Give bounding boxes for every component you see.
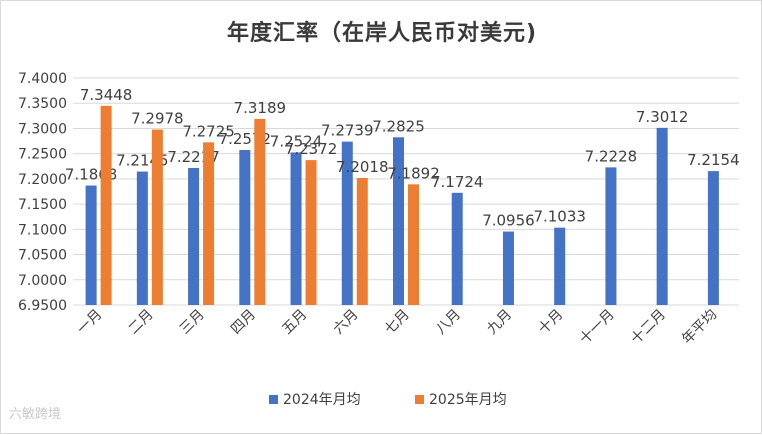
bar-2024 (393, 137, 404, 305)
data-label: 7.0956 (482, 212, 535, 230)
x-tick-label: 九月 (484, 307, 515, 338)
x-tick-label: 一月 (74, 307, 105, 338)
data-label: 7.1892 (387, 164, 440, 182)
legend-label: 2025年月均 (429, 392, 507, 408)
x-tick-label: 六月 (330, 307, 361, 338)
bar-2024 (605, 167, 617, 305)
data-label: 7.3012 (636, 108, 689, 126)
legend-label: 2024年月均 (283, 392, 361, 408)
y-tick-label: 7.3000 (18, 121, 67, 137)
x-tick-label: 三月 (177, 307, 208, 338)
y-tick-label: 7.1000 (18, 222, 67, 238)
bar-2025 (100, 105, 112, 305)
x-tick-label: 五月 (279, 307, 310, 338)
x-tick-label: 十一月 (577, 307, 618, 348)
bar-2024 (290, 152, 302, 305)
bar-2024 (451, 192, 463, 305)
data-label: 7.2228 (585, 147, 638, 165)
x-tick-label: 七月 (382, 307, 413, 338)
x-tick-label: 十二月 (628, 307, 669, 348)
x-tick-label: 年平均 (679, 307, 720, 348)
data-label: 7.2154 (687, 151, 740, 169)
bar-2024 (188, 167, 200, 305)
data-label: 7.2372 (285, 140, 338, 158)
chart-title: 年度汇率（在岸人民币对美元) (226, 21, 538, 46)
watermark-logo: 六敏跨境 (9, 407, 62, 422)
legend-swatch (269, 395, 278, 404)
data-label: 7.2825 (372, 117, 425, 135)
y-tick-label: 7.0000 (18, 273, 67, 289)
bar-2025 (151, 129, 163, 305)
y-tick-label: 7.3500 (18, 96, 67, 112)
bar-2024 (502, 231, 514, 305)
bar-2025 (305, 160, 317, 305)
bar-2025 (254, 118, 266, 305)
bar-2024 (707, 171, 719, 305)
data-label: 7.1033 (533, 208, 586, 226)
legend-swatch (415, 395, 424, 404)
bar-2024 (136, 171, 148, 305)
data-label: 7.2725 (182, 122, 235, 140)
x-tick-label: 十月 (535, 307, 566, 338)
x-tick-label: 四月 (228, 307, 259, 338)
data-label: 7.2978 (131, 110, 184, 128)
data-label: 7.2739 (321, 122, 374, 140)
bar-2024 (554, 227, 566, 305)
x-tick-label: 二月 (126, 307, 157, 338)
y-tick-label: 7.2500 (18, 147, 67, 163)
data-label: 7.2018 (336, 158, 389, 176)
data-label: 7.1724 (431, 173, 484, 191)
y-tick-label: 6.9500 (18, 298, 67, 314)
y-tick-label: 7.2000 (18, 172, 67, 188)
bar-2025 (408, 184, 419, 305)
bar-2024 (656, 127, 668, 305)
bar-2024 (85, 185, 97, 305)
x-tick-label: 八月 (433, 307, 464, 338)
data-label: 7.2524 (270, 132, 323, 150)
y-tick-label: 7.4000 (18, 71, 67, 87)
bar-2025 (203, 142, 215, 305)
y-tick-label: 7.0500 (18, 248, 67, 264)
bar-2024 (341, 141, 353, 305)
data-label: 7.3189 (234, 99, 287, 117)
bar-2024 (239, 150, 251, 305)
bar-2025 (356, 177, 368, 305)
y-tick-label: 7.1500 (18, 197, 67, 213)
data-label: 7.3448 (80, 86, 133, 104)
